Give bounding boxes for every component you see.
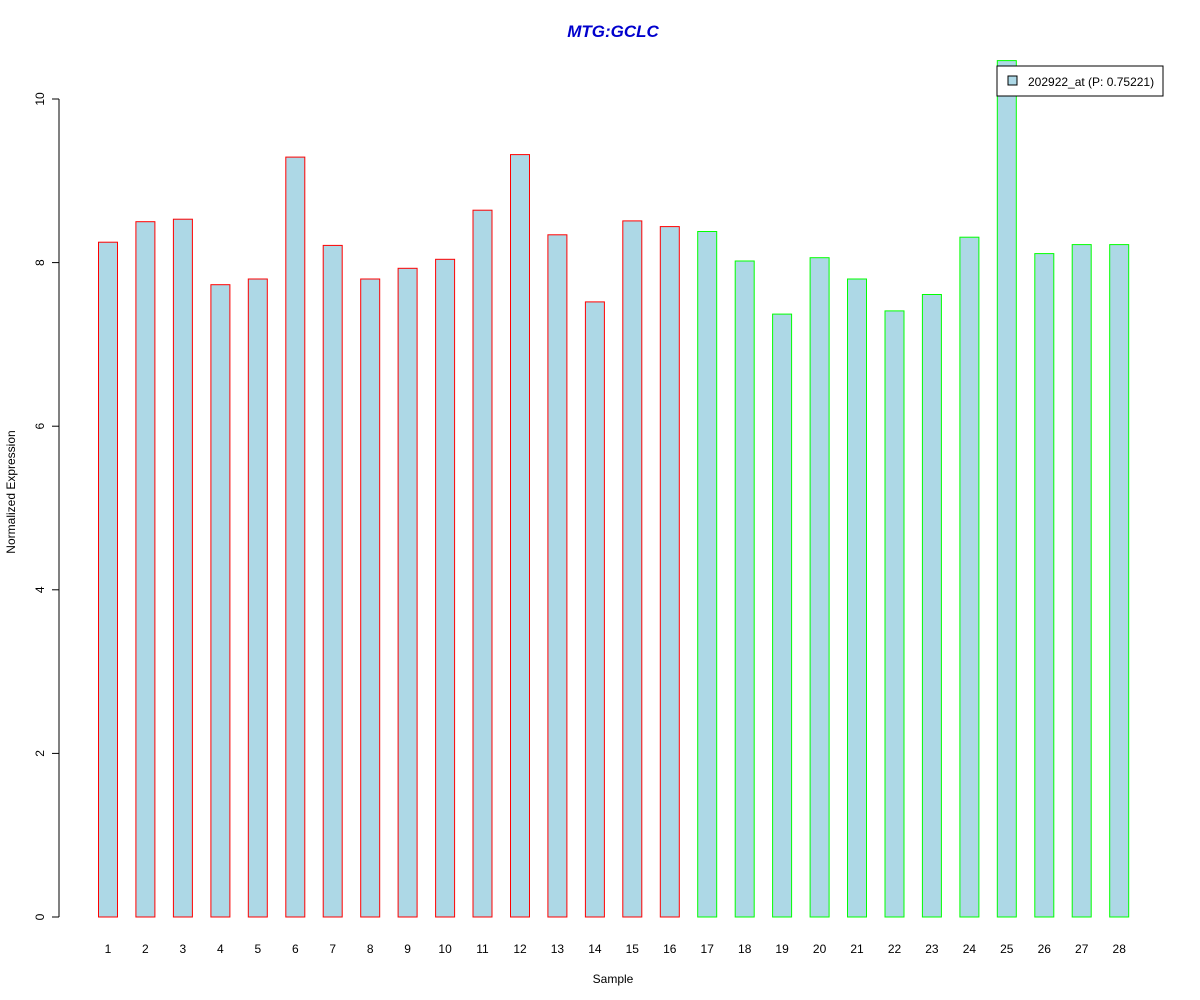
bar-sample-16 [659, 226, 680, 918]
x-tick-label: 12 [513, 942, 527, 956]
x-tick-label: 3 [180, 942, 187, 956]
x-tick-label: 5 [254, 942, 261, 956]
y-tick-label: 10 [33, 92, 47, 106]
x-tick-label: 26 [1038, 942, 1052, 956]
bar-sample-6 [285, 156, 306, 918]
bar-sample-3 [172, 218, 193, 918]
y-tick-label: 0 [33, 913, 47, 920]
x-tick-label: 4 [217, 942, 224, 956]
bar-sample-2 [135, 221, 156, 918]
bar-sample-22 [884, 310, 905, 918]
x-tick-label: 13 [551, 942, 565, 956]
bar-sample-10 [435, 258, 456, 918]
bar-sample-5 [247, 278, 268, 918]
x-tick-label: 11 [476, 942, 489, 956]
x-tick-label: 24 [963, 942, 977, 956]
bar-sample-11 [472, 209, 493, 918]
bar-sample-15 [622, 220, 643, 918]
x-tick-label: 18 [738, 942, 752, 956]
x-tick-label: 14 [588, 942, 602, 956]
legend-label: 202922_at (P: 0.75221) [1028, 75, 1154, 89]
bars-group [98, 60, 1130, 918]
bar-sample-12 [510, 154, 530, 918]
y-tick-label: 6 [33, 423, 47, 430]
y-tick-label: 2 [33, 750, 47, 757]
bar-sample-28 [1109, 244, 1130, 918]
x-tick-label: 2 [142, 942, 149, 956]
bar-sample-9 [397, 267, 418, 918]
x-tick-label: 7 [329, 942, 336, 956]
x-tick-label: 6 [292, 942, 299, 956]
bar-sample-26 [1034, 253, 1055, 918]
bar-sample-17 [697, 231, 718, 918]
x-tick-label: 19 [775, 942, 789, 956]
bar-sample-13 [547, 234, 568, 918]
y-tick-label: 8 [33, 259, 47, 266]
y-tick-label: 4 [33, 586, 47, 593]
x-tick-label: 8 [367, 942, 374, 956]
bar-sample-25 [996, 60, 1017, 918]
bar-sample-21 [847, 278, 867, 918]
bar-sample-23 [921, 294, 942, 918]
legend-swatch [1007, 75, 1018, 86]
legend-box [996, 65, 1164, 97]
chart-title: MTG:GCLC [567, 22, 659, 41]
x-tick-label: 22 [888, 942, 902, 956]
bar-sample-18 [734, 260, 755, 918]
x-axis-title: Sample [593, 972, 634, 986]
x-tick-label: 21 [850, 942, 864, 956]
y-axis-title: Normalized Expression [4, 430, 18, 553]
bar-sample-27 [1071, 244, 1092, 918]
bar-sample-20 [809, 257, 830, 918]
x-tick-label: 20 [813, 942, 827, 956]
x-tick-label: 28 [1113, 942, 1127, 956]
x-tick-label: 10 [438, 942, 452, 956]
x-tick-label: 17 [701, 942, 715, 956]
bar-sample-24 [959, 236, 980, 918]
x-tick-label: 23 [925, 942, 939, 956]
x-tick-label: 1 [105, 942, 112, 956]
bar-sample-4 [210, 284, 231, 918]
x-tick-label: 16 [663, 942, 677, 956]
x-tick-label: 15 [626, 942, 640, 956]
bar-sample-1 [98, 241, 118, 918]
bar-sample-8 [360, 278, 381, 918]
bar-sample-19 [772, 313, 793, 918]
bar-sample-7 [322, 244, 343, 918]
bar-sample-14 [584, 301, 605, 918]
x-tick-label: 9 [404, 942, 411, 956]
x-axis-tick-labels: 1 2 3 4 5 6 7 8 9 10 11 12 13 14 15 16 17 18 19 20 21 22 23 24 2… [105, 942, 1127, 956]
legend: 202922_at (P: 0.75221) [996, 65, 1164, 97]
y-axis: 0 2 4 6 8 10 [33, 92, 60, 920]
x-tick-label: 25 [1000, 942, 1014, 956]
x-tick-label: 27 [1075, 942, 1089, 956]
